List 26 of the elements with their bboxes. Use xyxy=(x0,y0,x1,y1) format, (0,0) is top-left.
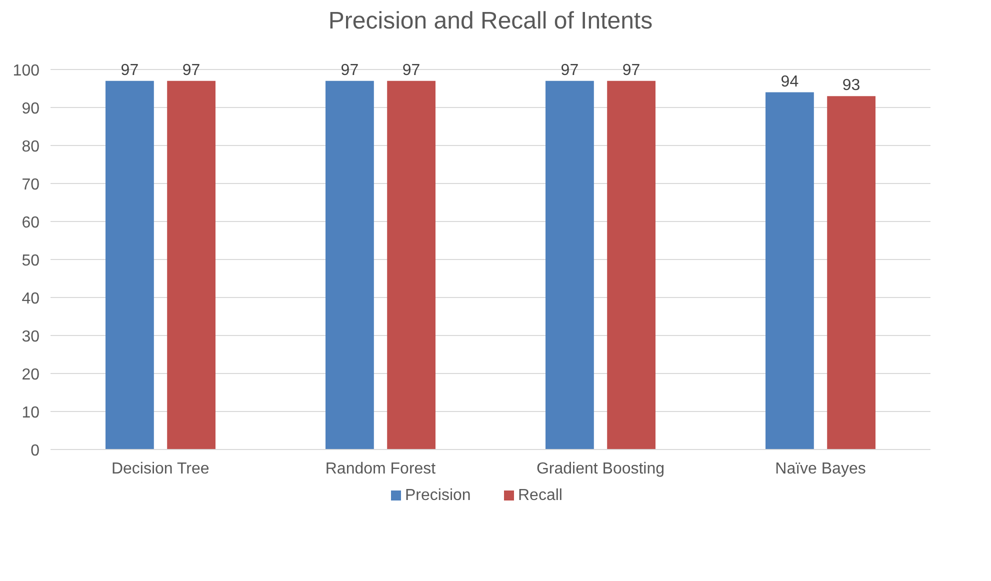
y-tick-label: 80 xyxy=(22,138,40,156)
x-tick-label: Decision Tree xyxy=(111,460,210,478)
y-tick-label: 100 xyxy=(12,62,40,80)
data-label: 97 xyxy=(560,62,579,79)
data-label: 97 xyxy=(402,62,420,79)
data-label: 97 xyxy=(120,62,139,79)
y-tick-label: 60 xyxy=(22,214,40,232)
legend-label: Precision xyxy=(405,487,471,504)
x-tick-label: Gradient Boosting xyxy=(536,460,665,478)
data-label: 97 xyxy=(182,62,200,79)
y-tick-label: 40 xyxy=(22,290,40,308)
y-tick-label: 20 xyxy=(22,366,40,384)
x-tick-label: Random Forest xyxy=(325,460,436,478)
y-tick-label: 10 xyxy=(22,404,40,422)
x-tick-label: Naïve Bayes xyxy=(775,460,866,478)
data-label: 97 xyxy=(340,62,359,79)
data-label: 94 xyxy=(780,73,799,90)
data-label: 97 xyxy=(622,62,640,79)
y-tick-label: 70 xyxy=(22,176,40,194)
y-tick-label: 90 xyxy=(22,100,40,118)
y-tick-label: 0 xyxy=(30,442,40,460)
y-tick-label: 50 xyxy=(22,252,40,270)
chart-title: Precision and Recall of Intents xyxy=(328,8,653,34)
data-label: 93 xyxy=(842,77,860,94)
y-tick-label: 30 xyxy=(22,328,40,346)
legend-label: Recall xyxy=(518,487,562,504)
